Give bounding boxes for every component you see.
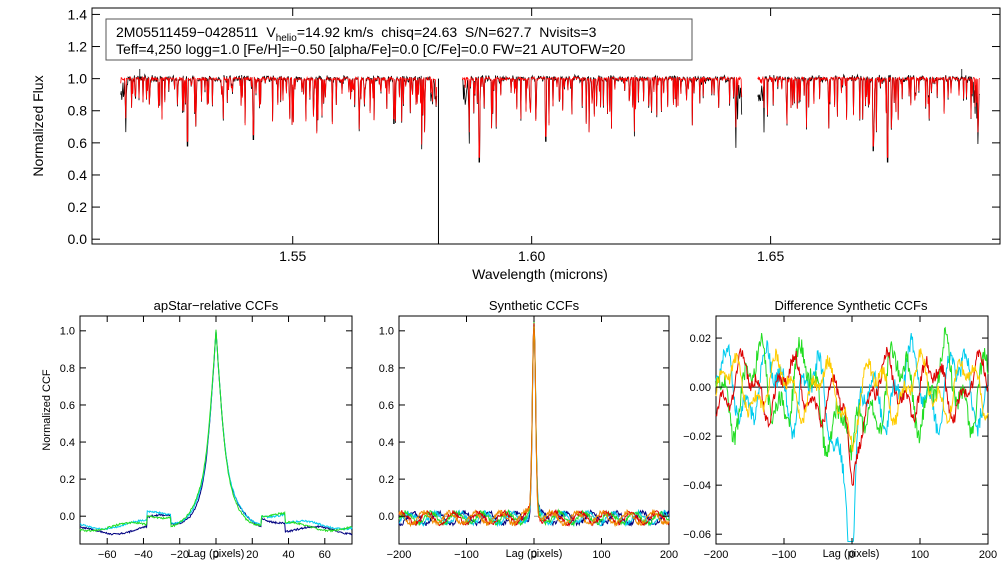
star-id: 2M05511459−0428511 (116, 24, 259, 40)
synthetic-ccf-y-tick-label: 0.6 (379, 400, 394, 412)
fit-stats: =14.92 km/s chisq=24.63 S/N=627.7 Nvisit… (297, 24, 597, 40)
difference-ccf-series-visit-4 (715, 348, 989, 452)
spectrum-y-axis-label: Normalized Flux (30, 75, 46, 176)
synthetic-ccf-x-tick-label: 100 (592, 549, 610, 561)
spectrum-y-tick-label: 0.6 (68, 135, 88, 151)
apstar-ccf-title: apStar−relative CCFs (154, 298, 279, 313)
spectrum-y-tick-label: 1.4 (68, 6, 88, 22)
apstar-ccf-y-tick-label: 0.0 (60, 511, 75, 523)
synthetic-ccf-x-tick-label: 200 (660, 549, 678, 561)
spectrum-plot-frame (91, 7, 1001, 245)
synthetic-ccf-x-tick-label: −200 (387, 549, 412, 561)
apstar-ccf-y-tick-label: 0.2 (60, 474, 75, 486)
spectrum-y-tick-label: 0.4 (68, 167, 88, 183)
apstar-ccf-y-tick-label: 1.0 (60, 326, 75, 338)
difference-ccf-data (715, 326, 989, 542)
synthetic-ccf-series-combined (398, 327, 670, 527)
difference-ccf-y-tick-label: 0.00 (690, 382, 711, 394)
synthetic-ccf-y-tick-label: 0.0 (379, 511, 394, 523)
vhelio-symbol: V (266, 24, 276, 40)
synthetic-ccf-x-label: Lag (pixels) (506, 548, 563, 560)
spectrum-x-axis-label: Wavelength (microns) (472, 266, 608, 282)
synthetic-ccf-series-visit-2 (398, 319, 670, 527)
apstar-ccf-axes: −60 −40 −20 0 20 40 60 0.0 0.2 0.4 0.6 0.8 1.0 (60, 316, 352, 561)
model-spectrum-line (462, 75, 743, 158)
synthetic-ccf-axes: −200 −100 0 100 200 0.0 0.2 0.4 0.6 0.8 1.0 (379, 316, 678, 561)
model-spectrum-line (120, 75, 438, 145)
synthetic-ccf-y-tick-label: 0.8 (379, 363, 394, 375)
synthetic-ccf-frame (398, 315, 670, 545)
synthetic-ccf-panel: −200 −100 0 100 200 0.0 0.2 0.4 0.6 0.8 1.0 Synthe… (379, 298, 678, 561)
spectrum-panel: 1.55 1.60 1.65 0.0 0.2 0.4 0.6 0.8 1.0 1.2 1.4 2M0… (30, 6, 1001, 282)
spectrum-data (120, 69, 980, 244)
apstar-ccf-frame (79, 315, 353, 545)
synthetic-ccf-x-tick-label: −100 (454, 549, 479, 561)
apstar-ccf-x-tick-label: −40 (134, 549, 153, 561)
star-info-line: 2M05511459−0428511 Vhelio=14.92 km/s chis… (116, 24, 597, 44)
spectrum-y-tick-label: 0.0 (68, 231, 88, 247)
synthetic-ccf-y-tick-label: 1.0 (379, 326, 394, 338)
difference-ccf-x-tick-label: 100 (911, 549, 929, 561)
stellar-parameters-line: Teff=4,250 logg=1.0 [Fe/H]=−0.50 [alpha/… (116, 41, 625, 57)
difference-ccf-panel: −200 −100 0 100 200 −0.06 −0.04 −0.02 0.00 0.02 D… (683, 298, 997, 561)
apstar-ccf-x-label: Lag (pixels) (188, 548, 245, 560)
spectrum-x-tick-label: 1.55 (279, 248, 306, 264)
apstar-ccf-series-combined (80, 331, 353, 536)
synthetic-ccf-data (398, 319, 670, 528)
apstar-ccf-x-tick-label: 0 (213, 549, 219, 561)
apstar-ccf-x-tick-label: 40 (282, 549, 294, 561)
apstar-ccf-y-tick-label: 0.8 (60, 363, 75, 375)
difference-ccf-y-tick-label: −0.06 (683, 529, 711, 541)
synthetic-ccf-series-visit-1 (398, 329, 670, 528)
apstar-ccf-y-label: Normalized CCF (41, 369, 53, 451)
spectrum-y-tick-label: 0.2 (68, 199, 88, 215)
apstar-ccf-x-tick-label: 60 (319, 549, 331, 561)
apstar-ccf-data (79, 329, 353, 536)
apstar-ccf-series-visit-2 (79, 329, 353, 533)
spectrum-info-box (105, 18, 693, 61)
apstar-ccf-y-tick-label: 0.6 (60, 400, 75, 412)
difference-ccf-y-tick-label: −0.02 (683, 431, 711, 443)
difference-ccf-x-tick-label: −100 (772, 549, 797, 561)
apstar-ccf-x-tick-label: −60 (98, 549, 117, 561)
difference-ccf-x-label: Lag (pixels) (823, 548, 880, 560)
synthetic-ccf-title: Synthetic CCFs (489, 298, 580, 313)
difference-ccf-frame (715, 315, 989, 545)
apstar-ccf-y-tick-label: 0.4 (60, 437, 75, 449)
synthetic-ccf-series-visit-4 (398, 326, 670, 528)
spectrum-y-tick-label: 0.8 (68, 103, 88, 119)
apstar-ccf-panel: −60 −40 −20 0 20 40 60 0.0 0.2 0.4 0.6 0.8 1.0 apSta… (41, 298, 353, 561)
difference-ccf-y-tick-label: 0.02 (690, 333, 711, 345)
difference-ccf-axes: −200 −100 0 100 200 −0.06 −0.04 −0.02 0.00 0.02 (683, 316, 997, 561)
synthetic-ccf-x-tick-label: 0 (531, 549, 537, 561)
model-spectrum-line (757, 75, 980, 158)
difference-ccf-x-tick-label: 0 (849, 549, 855, 561)
difference-ccf-y-tick-label: −0.04 (683, 480, 711, 492)
vhelio-subscript: helio (276, 33, 298, 44)
apstar-ccf-series-visit-1 (79, 331, 353, 531)
spectrum-axes: 1.55 1.60 1.65 0.0 0.2 0.4 0.6 0.8 1.0 1.2 1.4 (68, 6, 1000, 264)
difference-ccf-x-tick-label: 200 (979, 549, 997, 561)
difference-ccf-x-tick-label: −200 (704, 549, 729, 561)
spectrum-y-tick-label: 1.0 (68, 71, 88, 87)
difference-ccf-title: Difference Synthetic CCFs (775, 298, 928, 313)
synthetic-ccf-series-visit-3 (398, 323, 670, 527)
synthetic-ccf-y-tick-label: 0.4 (379, 437, 394, 449)
spectrum-y-tick-label: 1.2 (68, 38, 88, 54)
apstar-ccf-x-tick-label: 20 (246, 549, 258, 561)
spectrum-x-tick-label: 1.65 (757, 248, 784, 264)
apstar-ccf-x-tick-label: −20 (170, 549, 189, 561)
difference-ccf-series-visit-3 (715, 346, 989, 486)
spectrum-x-tick-label: 1.60 (518, 248, 545, 264)
synthetic-ccf-y-tick-label: 0.2 (379, 474, 394, 486)
